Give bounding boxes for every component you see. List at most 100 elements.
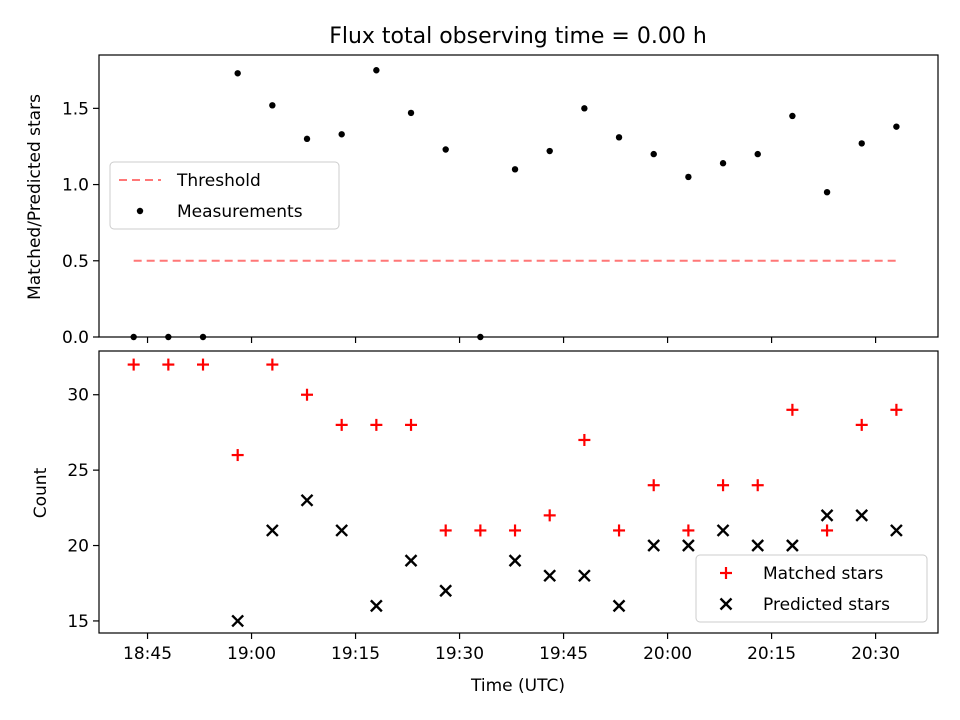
plot-layer: 0.0 0.5 1.0 1.5 15 20 25 30 18:45 19:00 19:15 19:30… (62, 54, 939, 664)
measurement-point (823, 188, 831, 196)
matched-star-point (231, 449, 244, 462)
matched-star-point (751, 479, 764, 492)
measurement-point (511, 166, 519, 173)
measurement-point (719, 160, 727, 167)
matched-star-point (162, 358, 175, 371)
matched-star-point (197, 358, 210, 371)
measurement-point (407, 109, 415, 117)
x-tick-label: 19:00 (227, 644, 276, 664)
top-y-axis-label: Matched/Predicted stars (25, 94, 45, 300)
bottom-y-tick-label: 20 (67, 537, 89, 557)
x-tick-label: 20:00 (643, 644, 692, 664)
bottom-y-tick-label: 15 (67, 612, 89, 632)
predicted-star-point (370, 599, 383, 613)
predicted-star-point (508, 554, 522, 567)
x-marker-stroke (719, 597, 733, 611)
legend-matched-label: Matched stars (763, 564, 883, 584)
matched-star-point (647, 479, 660, 492)
legend-threshold-label: Threshold (176, 171, 261, 191)
matched-star-point (301, 388, 314, 401)
predicted-star-point (855, 509, 869, 522)
matched-star-point (405, 418, 418, 431)
top-legend-box (109, 161, 340, 230)
measurement-point (234, 70, 241, 77)
predicted-star-point (751, 539, 765, 552)
measurement-point (789, 112, 796, 120)
measurement-point (338, 131, 345, 138)
x-tick-label: 18:45 (123, 644, 172, 664)
x-marker-stroke (786, 539, 799, 552)
matched-star-point (717, 479, 730, 492)
legend-measurements-label: Measurements (177, 202, 303, 222)
matched-star-point (821, 524, 834, 537)
top-plot-frame (98, 54, 939, 338)
x-marker-stroke (612, 599, 626, 613)
legend-predicted-label: Predicted stars (763, 595, 890, 615)
x-marker-stroke (439, 584, 453, 598)
x-marker-stroke (265, 524, 279, 537)
bottom-legend-box (695, 554, 928, 623)
measurement-point (269, 102, 276, 109)
measurement-point (130, 333, 137, 341)
x-marker-stroke (820, 509, 834, 522)
x-marker-stroke (543, 569, 557, 583)
measurement-point (685, 173, 692, 181)
matched-star-point (370, 418, 383, 431)
matched-star-point (335, 418, 348, 431)
x-marker-stroke (335, 524, 349, 537)
matched-star-point (439, 524, 452, 537)
measurement-point (303, 135, 311, 143)
predicted-star-point (543, 569, 557, 583)
measurement-point (373, 67, 380, 74)
x-marker-stroke (370, 599, 383, 613)
matched-star-point (543, 509, 556, 522)
measurement-point (546, 147, 553, 155)
x-tick-label: 19:30 (435, 644, 484, 664)
top-y-tick-label: 0.0 (62, 328, 89, 348)
legend-measurements-swatch (136, 207, 144, 215)
chart-title: Flux total observing time = 0.00 h (329, 24, 707, 49)
measurement-point (650, 150, 657, 158)
measurement-point (858, 140, 865, 147)
predicted-star-point (265, 524, 279, 537)
x-tick-label: 19:15 (331, 644, 380, 664)
measurement-point (893, 123, 900, 130)
predicted-star-point (716, 524, 730, 537)
x-marker-stroke (231, 614, 245, 628)
predicted-star-point (682, 539, 695, 552)
predicted-star-point (578, 569, 591, 583)
matched-star-point (613, 524, 626, 537)
x-tick-label: 20:30 (851, 644, 900, 664)
bottom-plot-frame (98, 350, 939, 634)
x-marker-stroke (578, 569, 591, 583)
legend-matched-swatch (720, 567, 732, 579)
matched-star-point (127, 358, 140, 371)
x-axis-label: Time (UTC) (470, 676, 565, 696)
matched-star-point (682, 524, 695, 537)
bottom-y-tick-label: 25 (67, 461, 89, 481)
matched-star-point (578, 433, 591, 446)
measurement-point (754, 150, 761, 158)
bottom-y-axis-label: Count (31, 467, 51, 518)
matched-star-point (855, 418, 868, 431)
top-y-tick-label: 1.5 (62, 99, 89, 119)
predicted-star-point (439, 584, 453, 598)
x-marker-stroke (404, 554, 418, 567)
matched-star-point (786, 403, 799, 416)
predicted-star-point (820, 509, 834, 522)
predicted-star-point (335, 524, 349, 537)
predicted-star-point (231, 614, 245, 628)
x-marker-stroke (716, 524, 730, 537)
measurement-point (581, 105, 588, 112)
measurement-point (199, 333, 207, 341)
top-y-tick-label: 1.0 (62, 176, 89, 196)
predicted-star-point (647, 539, 661, 552)
x-marker-stroke (751, 539, 765, 552)
predicted-star-point (786, 539, 799, 552)
top-y-tick-label: 0.5 (62, 252, 89, 272)
x-marker-stroke (647, 539, 661, 552)
x-marker-stroke (890, 524, 903, 537)
measurement-point (477, 333, 484, 341)
predicted-star-point (404, 554, 418, 567)
